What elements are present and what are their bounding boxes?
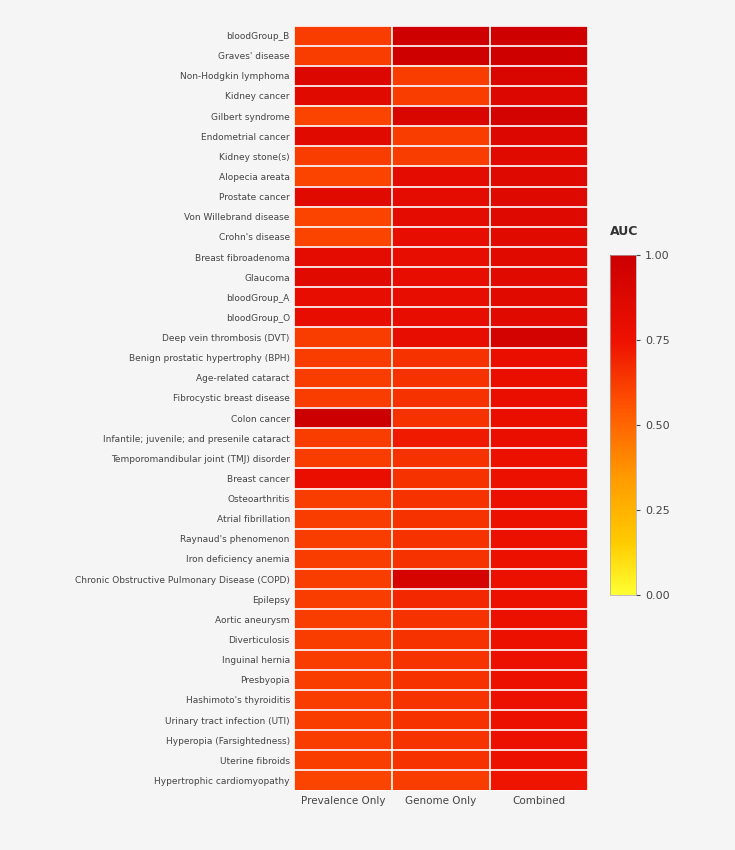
Text: AUC: AUC (610, 225, 639, 238)
